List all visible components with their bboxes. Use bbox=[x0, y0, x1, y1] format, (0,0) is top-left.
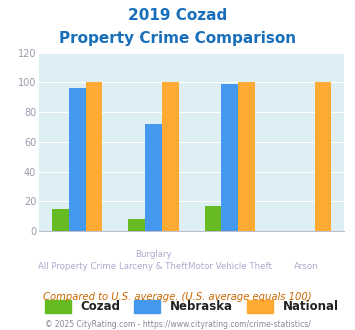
Bar bbox=[69, 88, 86, 231]
Text: Motor Vehicle Theft: Motor Vehicle Theft bbox=[188, 262, 272, 271]
Bar bbox=[315, 82, 331, 231]
Bar bbox=[238, 82, 255, 231]
Text: All Property Crime: All Property Crime bbox=[38, 262, 116, 271]
Bar bbox=[129, 219, 145, 231]
Bar bbox=[222, 84, 238, 231]
Text: Property Crime Comparison: Property Crime Comparison bbox=[59, 31, 296, 46]
Text: Compared to U.S. average. (U.S. average equals 100): Compared to U.S. average. (U.S. average … bbox=[43, 292, 312, 302]
Text: Larceny & Theft: Larceny & Theft bbox=[119, 262, 188, 271]
Bar bbox=[145, 124, 162, 231]
Text: © 2025 CityRating.com - https://www.cityrating.com/crime-statistics/: © 2025 CityRating.com - https://www.city… bbox=[45, 320, 310, 329]
Text: Arson: Arson bbox=[294, 262, 318, 271]
Bar bbox=[205, 206, 222, 231]
Text: Burglary: Burglary bbox=[135, 250, 172, 259]
Legend: Cozad, Nebraska, National: Cozad, Nebraska, National bbox=[40, 295, 343, 318]
Bar bbox=[86, 82, 102, 231]
Bar bbox=[162, 82, 179, 231]
Text: 2019 Cozad: 2019 Cozad bbox=[128, 8, 227, 23]
Bar bbox=[52, 209, 69, 231]
